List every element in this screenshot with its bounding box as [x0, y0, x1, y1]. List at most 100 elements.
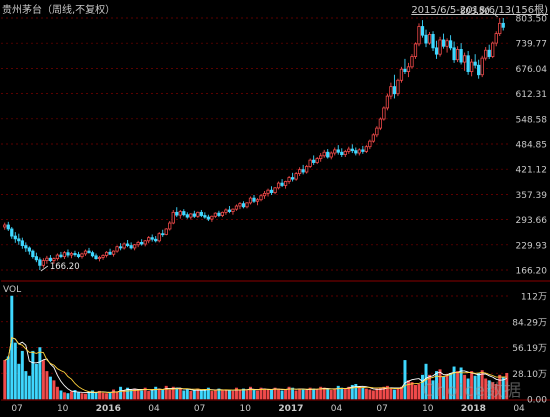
- volume-bar: [368, 389, 372, 400]
- volume-bar: [263, 388, 267, 400]
- x-tick-label: 2018: [461, 404, 486, 413]
- price-tick-label: 166.20: [516, 267, 548, 277]
- candle-body: [10, 228, 14, 237]
- volume-bar: [34, 363, 38, 400]
- volume-bar: [410, 382, 414, 400]
- x-tick-label: 07: [194, 404, 205, 413]
- candle-body: [192, 213, 196, 217]
- volume-bar: [466, 378, 470, 400]
- candle-body: [80, 253, 84, 258]
- candle-body: [441, 39, 446, 47]
- volume-bar: [301, 389, 305, 400]
- volume-bar: [213, 390, 217, 400]
- candle-body: [69, 253, 74, 256]
- volume-bar: [161, 389, 165, 400]
- candle-body: [312, 159, 316, 163]
- price-tick-label: 548.58: [516, 115, 548, 125]
- candle-body: [182, 211, 186, 216]
- volume-bar: [119, 386, 123, 400]
- candle-body: [305, 166, 309, 173]
- volume-bar: [98, 390, 102, 400]
- candle-body: [17, 238, 21, 242]
- candle-body: [101, 255, 105, 258]
- volume-bar: [371, 390, 375, 400]
- volume-bar: [189, 390, 193, 400]
- volume-bar: [305, 390, 309, 400]
- candle-body: [115, 246, 119, 252]
- candle-body: [364, 146, 368, 152]
- candle-body: [378, 118, 383, 129]
- volume-bar: [392, 389, 396, 400]
- volume-bar: [487, 380, 491, 400]
- candle-body: [20, 240, 24, 246]
- candle-body: [24, 245, 28, 249]
- candle-body: [234, 205, 239, 210]
- candle-body: [424, 34, 428, 44]
- candle-body: [255, 199, 260, 202]
- candle-body: [45, 257, 49, 261]
- volume-bar: [396, 387, 400, 400]
- candle-body: [133, 244, 137, 249]
- volume-bar: [52, 380, 56, 400]
- chart-title: 贵州茅台（周线,不复权）: [2, 5, 116, 16]
- volume-bar: [210, 390, 214, 400]
- candle-body: [315, 158, 319, 163]
- volume-bar: [431, 380, 435, 400]
- candle-body: [231, 208, 235, 212]
- volume-bar: [126, 387, 130, 400]
- volume-bar: [69, 391, 73, 400]
- candle-body: [224, 209, 228, 213]
- volume-bar: [227, 390, 231, 400]
- volume-bar: [91, 390, 94, 400]
- candle-body: [413, 43, 418, 57]
- price-tick-label: 484.85: [516, 141, 548, 151]
- volume-bar: [31, 350, 35, 400]
- candle-body: [203, 215, 207, 218]
- volume-bar: [428, 374, 432, 400]
- volume-bar: [108, 391, 112, 400]
- candle-body: [168, 222, 172, 230]
- volume-bar: [333, 389, 337, 400]
- low-pointer: [40, 265, 49, 272]
- volume-bar: [178, 388, 182, 400]
- candle-body: [480, 57, 484, 76]
- candle-body: [290, 177, 295, 180]
- volume-bar: [154, 386, 158, 400]
- volume-bar: [399, 386, 403, 400]
- volume-bar: [150, 390, 154, 400]
- volume-bar: [122, 390, 126, 400]
- volume-bar: [76, 392, 80, 400]
- candle-body: [210, 215, 214, 220]
- date-range-label: 2015/6/5-2018/6/13(156根): [411, 1, 548, 16]
- candle-body: [189, 213, 193, 218]
- volume-bar: [252, 389, 256, 400]
- volume-bar: [385, 385, 389, 400]
- volume-bar: [350, 384, 354, 400]
- candle-body: [220, 211, 225, 216]
- volume-bar: [171, 386, 175, 400]
- candle-body: [108, 251, 112, 255]
- x-tick-label: 2016: [96, 404, 121, 413]
- candle-body: [283, 181, 288, 186]
- volume-bar: [231, 390, 235, 400]
- candle-body: [83, 250, 88, 255]
- candle-body: [484, 49, 488, 59]
- volume-bar: [375, 388, 379, 400]
- volume-bar: [164, 385, 168, 400]
- volume-bar: [20, 350, 24, 400]
- volume-bar: [182, 390, 186, 400]
- volume-bar: [438, 369, 442, 400]
- candle-body: [350, 148, 354, 152]
- volume-bar: [343, 388, 347, 400]
- volume-bar: [45, 371, 49, 400]
- volume-bar: [157, 388, 161, 400]
- volume-bar: [73, 390, 77, 400]
- candle-body: [477, 64, 481, 76]
- volume-bar: [217, 388, 221, 400]
- volume-bar: [505, 373, 509, 400]
- volume-bar: [403, 360, 407, 400]
- candle-body: [178, 211, 182, 216]
- candle-body: [259, 195, 263, 201]
- candle-body: [31, 250, 35, 258]
